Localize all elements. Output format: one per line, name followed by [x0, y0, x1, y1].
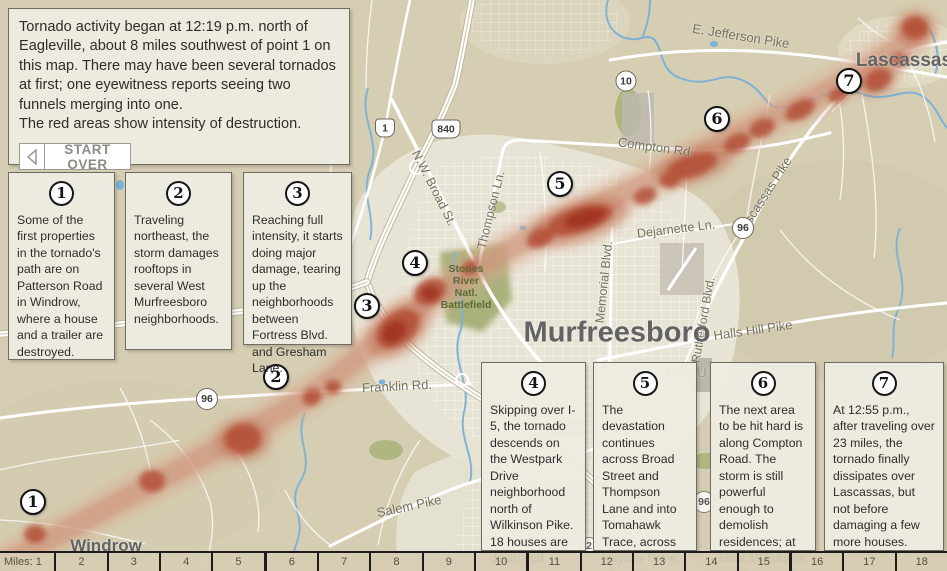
- callout-box-7: 7 At 12:55 p.m., after traveling over 23…: [824, 362, 944, 551]
- mile-cell: 13: [633, 553, 687, 571]
- mile-cell: 9: [423, 553, 476, 571]
- callout-number: 4: [521, 371, 546, 396]
- map-marker-6[interactable]: 6: [704, 106, 730, 132]
- map-marker-2[interactable]: 2: [263, 364, 289, 390]
- mile-cell: 10: [475, 553, 530, 571]
- map-marker-4[interactable]: 4: [402, 250, 428, 276]
- callout-box-6: 6 The next area to be hit hard is along …: [710, 362, 816, 571]
- callout-text: The next area to be hit hard is along Co…: [719, 403, 805, 571]
- back-chevron-icon: [20, 144, 45, 170]
- route-shield-10a: 10: [615, 70, 637, 92]
- intro-panel: Tornado activity began at 12:19 p.m. nor…: [8, 8, 350, 172]
- map-marker-1[interactable]: 1: [20, 489, 46, 515]
- callout-box-2: 2 Traveling northeast, the storm damages…: [125, 172, 232, 350]
- mile-cell: 15: [738, 553, 792, 571]
- callout-text: Some of the first properties in the torn…: [17, 213, 104, 359]
- callout-text: Reaching full intensity, it starts doing…: [252, 213, 343, 376]
- route-shield-840a: 840: [431, 119, 461, 139]
- callout-number: 3: [285, 181, 310, 206]
- mile-cell: 7: [318, 553, 372, 571]
- tornado-damage-path: [0, 7, 936, 571]
- route-shield-96b: 96: [196, 388, 218, 410]
- intro-text: Tornado activity began at 12:19 p.m. nor…: [19, 19, 336, 133]
- mile-cell: 4: [160, 553, 214, 571]
- map-marker-3[interactable]: 3: [354, 293, 380, 319]
- mile-cell: 6: [266, 553, 319, 571]
- mile-scale: Miles: 1 2 3 4 5 6 7 8 9 10 11 12 13 14 15 16 17 18: [0, 551, 947, 571]
- route-shield-1: 1: [375, 118, 395, 138]
- callout-text: At 12:55 p.m., after traveling over 23 m…: [833, 403, 935, 549]
- mile-cell: 2: [56, 553, 109, 571]
- mile-cell: 12: [581, 553, 634, 571]
- callout-number: 7: [871, 371, 897, 396]
- callout-text: The devastation continues across Broad S…: [602, 403, 679, 571]
- callout-box-5: 5 The devastation continues across Broad…: [593, 362, 697, 571]
- callout-number: 2: [166, 181, 191, 206]
- callout-number: 1: [49, 181, 74, 206]
- callout-number: 6: [750, 371, 776, 396]
- callout-text: Skipping over I-5, the tornado descends …: [490, 403, 576, 565]
- mile-cell: 17: [844, 553, 897, 571]
- mile-cell: 14: [686, 553, 739, 571]
- route-shield-96a: 96: [732, 217, 754, 239]
- mile-cell: 18: [896, 553, 947, 571]
- callout-box-3: 3 Reaching full intensity, it starts doi…: [243, 172, 352, 375]
- mile-cell: 5: [213, 553, 267, 571]
- map-marker-7[interactable]: 7: [836, 68, 862, 94]
- callout-text: Traveling northeast, the storm damages r…: [134, 213, 219, 326]
- mile-cell: 3: [108, 553, 161, 571]
- callout-number: 5: [632, 371, 658, 396]
- mile-cell: 11: [529, 553, 582, 571]
- callout-box-1: 1 Some of the first properties in the to…: [8, 172, 115, 360]
- map-marker-5[interactable]: 5: [547, 171, 573, 197]
- mile-cell: 8: [371, 553, 424, 571]
- mile-cell: 16: [791, 553, 845, 571]
- callout-box-4: 4 Skipping over I-5, the tornado descend…: [481, 362, 586, 565]
- mile-cell: Miles: 1: [0, 553, 57, 571]
- start-over-button[interactable]: START OVER: [19, 141, 131, 172]
- start-over-label: START OVER: [64, 141, 111, 172]
